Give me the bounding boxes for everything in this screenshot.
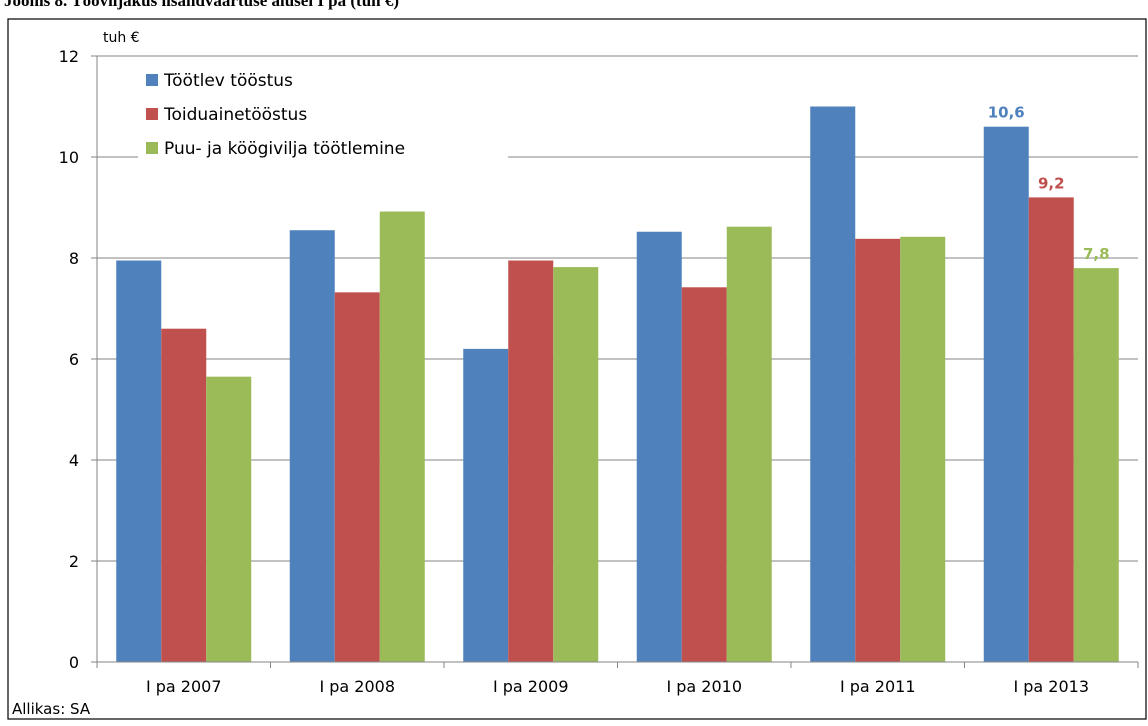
bar [334,292,380,662]
bar [636,231,682,663]
data-label: 10,6 [988,104,1025,122]
chart-title: Joonis 8. Tööviljakus lisandväärtuse alu… [4,0,399,10]
y-tick-label: 12 [59,47,79,66]
x-tick-label: I pa 2008 [319,677,395,696]
legend-swatch [146,142,158,154]
y-tick-label: 10 [59,148,79,167]
bar [900,236,946,663]
y-tick-label: 2 [69,552,79,571]
bar [726,226,772,662]
y-tick-label: 8 [69,249,79,268]
legend-swatch [146,74,158,86]
x-tick-label: I pa 2007 [146,677,222,696]
y-tick-label: 0 [69,653,79,672]
bar [983,126,1029,662]
bar [206,376,252,662]
legend: Töötlev tööstus Toiduainetööstus Puu- ja k… [138,66,508,178]
y-axis-unit-label: tuh € [103,30,140,46]
bar [553,267,599,662]
x-tick-label: I pa 2013 [1013,677,1089,696]
bar [681,287,727,662]
bar [508,260,554,662]
data-label: 9,2 [1038,174,1065,192]
bar [379,211,425,663]
data-label: 7,8 [1083,245,1110,263]
bar [810,106,856,662]
legend-swatch [146,108,158,120]
y-tick-label: 4 [69,451,79,470]
x-tick-label: I pa 2011 [840,677,916,696]
legend-background [138,66,508,178]
source-note: Allikas: SA [12,700,91,718]
legend-label: Toiduainetööstus [163,105,307,125]
legend-label: Puu- ja köögivilja töötlemine [164,139,405,159]
bar [855,238,901,662]
y-tick-label: 6 [69,350,79,369]
bar [116,260,162,662]
axes: 0 2 4 6 8 10 12 I pa 2007 I pa 2008 I pa 2009 I pa… [59,47,1139,696]
bar [289,230,335,662]
x-tick-label: I pa 2009 [493,677,569,696]
bar [463,348,509,662]
bar [161,328,207,662]
bars: 10,6 9,2 7,8 [116,104,1119,663]
legend-label: Töötlev tööstus [163,71,293,91]
bar [1073,268,1119,662]
x-tick-label: I pa 2010 [666,677,742,696]
bar [1028,197,1074,662]
